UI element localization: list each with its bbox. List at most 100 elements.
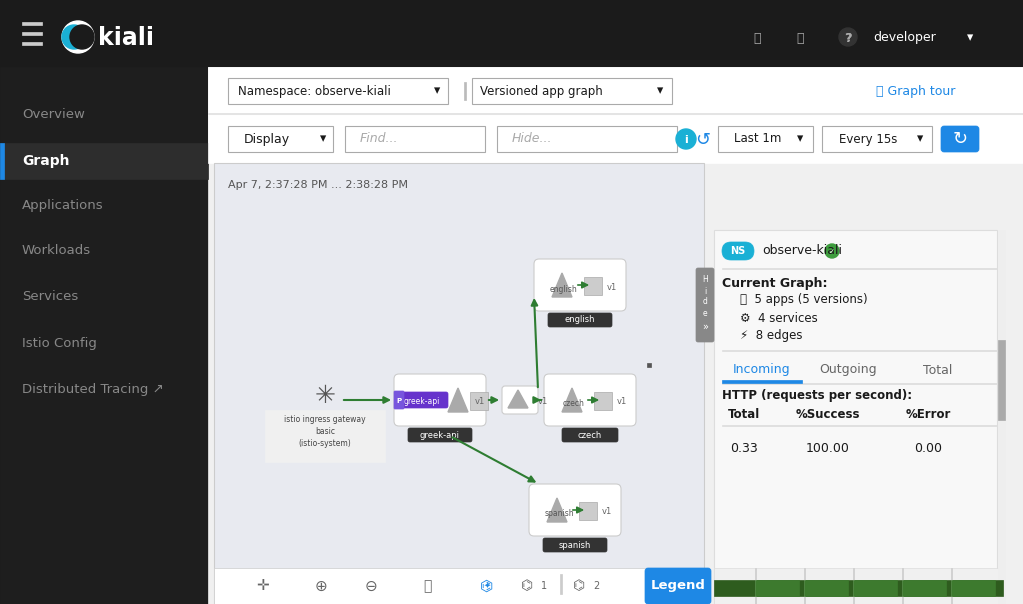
Text: i: i xyxy=(704,286,706,295)
Text: Services: Services xyxy=(23,291,78,303)
Text: spanish: spanish xyxy=(559,541,591,550)
Text: Last 1m: Last 1m xyxy=(735,132,782,146)
Bar xyxy=(497,126,677,152)
Text: ✓: ✓ xyxy=(829,249,835,255)
Text: spanish: spanish xyxy=(544,510,574,518)
Text: Versioned app graph: Versioned app graph xyxy=(480,85,603,97)
Bar xyxy=(584,277,602,295)
FancyBboxPatch shape xyxy=(394,374,486,426)
Text: ⌬: ⌬ xyxy=(481,579,494,594)
Text: ✛: ✛ xyxy=(257,579,269,594)
Text: Namespace: observe-kiali: Namespace: observe-kiali xyxy=(238,85,391,97)
Text: basic: basic xyxy=(315,428,335,437)
Text: H: H xyxy=(702,275,708,284)
Text: czech: czech xyxy=(563,399,585,408)
Text: Istio Config: Istio Config xyxy=(23,336,97,350)
Text: v1: v1 xyxy=(475,397,485,406)
Text: P: P xyxy=(397,398,402,404)
Bar xyxy=(951,580,995,596)
Text: HTTP (requests per second):: HTTP (requests per second): xyxy=(722,388,913,402)
FancyBboxPatch shape xyxy=(543,538,607,552)
Bar xyxy=(0,143,4,179)
Text: NS: NS xyxy=(730,246,746,256)
Text: Workloads: Workloads xyxy=(23,245,91,257)
Bar xyxy=(822,126,932,152)
Circle shape xyxy=(825,244,839,258)
Text: e: e xyxy=(703,309,707,318)
Bar xyxy=(998,340,1005,420)
FancyBboxPatch shape xyxy=(544,374,636,426)
Bar xyxy=(714,568,1003,604)
Text: ?: ? xyxy=(845,33,851,43)
FancyBboxPatch shape xyxy=(534,259,626,311)
Text: Total: Total xyxy=(728,408,760,422)
Text: ⚡  8 edges: ⚡ 8 edges xyxy=(740,330,802,342)
Bar xyxy=(0,143,208,179)
Bar xyxy=(853,580,897,596)
Bar xyxy=(722,268,997,269)
Text: ▾: ▾ xyxy=(967,31,973,45)
Bar xyxy=(228,126,333,152)
Bar xyxy=(228,78,448,104)
Text: ▾: ▾ xyxy=(917,132,923,146)
Bar xyxy=(722,425,997,426)
Text: i: i xyxy=(684,135,687,145)
FancyBboxPatch shape xyxy=(408,428,472,442)
Text: Legend: Legend xyxy=(651,579,706,593)
Polygon shape xyxy=(448,388,468,412)
Text: ▾: ▾ xyxy=(434,85,440,97)
Text: 🔒: 🔒 xyxy=(753,31,761,45)
Bar xyxy=(23,22,42,25)
Polygon shape xyxy=(562,388,582,412)
FancyBboxPatch shape xyxy=(562,428,618,442)
Text: istio ingress gateway: istio ingress gateway xyxy=(284,416,366,425)
Text: Display: Display xyxy=(243,132,291,146)
FancyBboxPatch shape xyxy=(394,391,404,409)
Bar xyxy=(804,580,848,596)
FancyBboxPatch shape xyxy=(722,242,754,260)
Bar xyxy=(714,580,1003,596)
Text: ▾: ▾ xyxy=(797,132,803,146)
Text: ↻: ↻ xyxy=(952,130,968,148)
Text: Outgoing: Outgoing xyxy=(819,364,877,376)
Bar xyxy=(755,580,799,596)
Text: ⓪ Graph tour: ⓪ Graph tour xyxy=(877,85,955,97)
Bar xyxy=(208,67,1023,604)
Text: Hide...: Hide... xyxy=(512,132,552,146)
Bar xyxy=(208,113,1023,114)
Text: Graph: Graph xyxy=(23,154,70,168)
Polygon shape xyxy=(547,498,567,522)
Bar xyxy=(208,67,1023,115)
FancyBboxPatch shape xyxy=(644,568,711,604)
Text: kiali: kiali xyxy=(98,26,154,50)
FancyBboxPatch shape xyxy=(548,313,612,327)
Text: ▾: ▾ xyxy=(657,85,663,97)
Text: v1: v1 xyxy=(538,397,548,406)
Bar xyxy=(647,363,651,367)
Text: v1: v1 xyxy=(602,507,612,516)
Text: ▾: ▾ xyxy=(320,132,326,146)
Text: 🖥  5 apps (5 versions): 🖥 5 apps (5 versions) xyxy=(740,294,868,306)
Bar xyxy=(23,42,42,45)
FancyBboxPatch shape xyxy=(529,484,621,536)
Bar xyxy=(472,78,672,104)
Text: ↺: ↺ xyxy=(696,131,711,149)
Text: czech: czech xyxy=(578,431,603,440)
Text: greek-api: greek-api xyxy=(404,396,440,405)
Circle shape xyxy=(62,21,94,53)
Text: ⚙  4 services: ⚙ 4 services xyxy=(740,312,817,324)
Circle shape xyxy=(839,28,857,46)
Bar xyxy=(594,392,612,410)
Text: observe-kiali: observe-kiali xyxy=(762,245,842,257)
Bar xyxy=(722,350,997,351)
FancyBboxPatch shape xyxy=(696,268,714,342)
Text: (istio-system): (istio-system) xyxy=(299,440,351,449)
Text: %Success: %Success xyxy=(796,408,860,422)
Circle shape xyxy=(676,129,696,149)
Text: ⌬: ⌬ xyxy=(521,579,533,593)
Bar xyxy=(345,126,485,152)
Circle shape xyxy=(70,25,94,49)
Bar xyxy=(579,502,597,520)
Text: 2: 2 xyxy=(593,581,599,591)
Bar xyxy=(560,574,562,594)
